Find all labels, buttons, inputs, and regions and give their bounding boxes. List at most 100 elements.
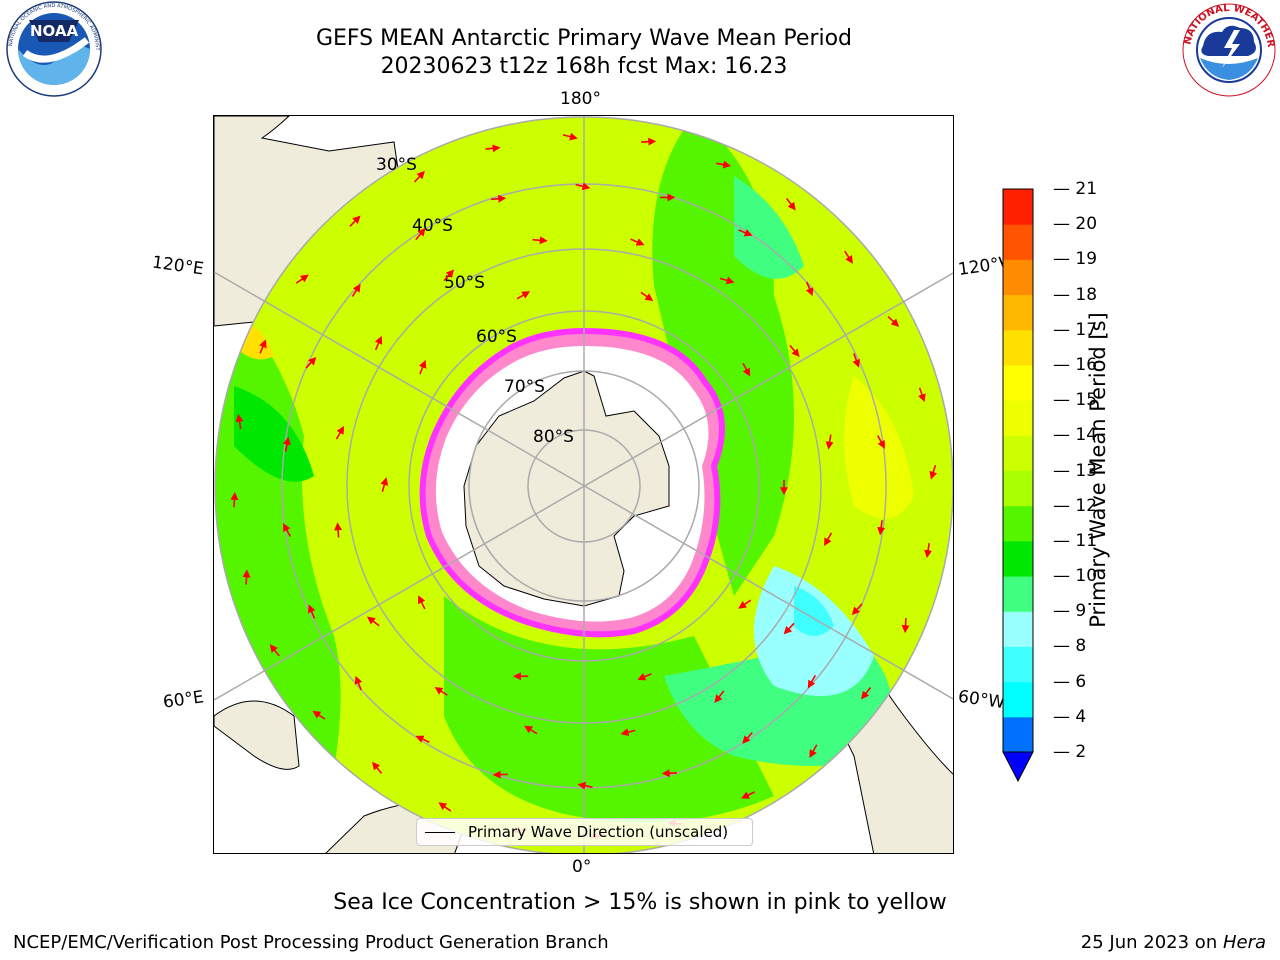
wave-arrow (785, 197, 796, 211)
wave-arrow (562, 132, 578, 141)
wave-arrow (714, 690, 725, 703)
wave-arrow (807, 674, 817, 689)
wave-arrow (418, 359, 427, 375)
wave-arrow (308, 604, 316, 619)
colorbar-segment (1003, 646, 1033, 683)
wave-arrow (641, 137, 657, 146)
madagascar (214, 700, 300, 770)
wave-arrow (516, 291, 531, 300)
wave-arrow (349, 215, 361, 227)
colorbar-tick-label: — 13 (1053, 460, 1098, 481)
wave-arrow (354, 675, 363, 691)
map-legend: Primary Wave Direction (unscaled) (416, 818, 753, 846)
lat-label-40s: 40°S (412, 216, 453, 236)
colorbar-tick-label: — 2 (1053, 742, 1087, 762)
lat-label-70s: 70°S (504, 377, 545, 397)
wave-arrow (918, 387, 926, 403)
colorbar-under-triangle (1002, 751, 1034, 783)
colorbar-tick-label: — 18 (1053, 284, 1098, 305)
colorbar-segment (1003, 716, 1033, 753)
credit-date: 25 Jun 2023 on Hera (1081, 932, 1266, 953)
wave-arrow (901, 618, 910, 634)
wave-arrow (524, 725, 538, 735)
wave-arrow (719, 276, 735, 285)
wave-arrow (413, 170, 425, 183)
colorbar (1002, 188, 1034, 783)
lat-label-30s: 30°S (376, 155, 417, 175)
colorbar-tick-label: — 16 (1053, 354, 1098, 375)
colorbar-tick-label: — 6 (1053, 671, 1087, 692)
wave-arrow (577, 781, 593, 790)
wave-arrow (305, 356, 317, 369)
lat-label-60s: 60°S (476, 327, 517, 347)
wave-arrow (438, 802, 452, 812)
antarctica (463, 370, 670, 607)
wave-arrow (887, 316, 900, 327)
wave-arrow (532, 236, 548, 245)
wave-arrow (825, 434, 834, 450)
chart-subtitle: 20230623 t12z 168h fcst Max: 16.23 (380, 54, 788, 79)
colorbar-segment (1003, 224, 1033, 260)
wave-arrow (491, 194, 507, 203)
wave-arrow (295, 274, 309, 284)
legend-label: Primary Wave Direction (unscaled) (468, 823, 729, 841)
wave-arrow (809, 744, 818, 759)
wave-arrow (434, 686, 448, 696)
lon-label-upper-left: 120°E (150, 252, 205, 280)
lon-label-bottom: 0° (572, 857, 592, 877)
wave-arrow (738, 599, 752, 609)
lon-label-lower-left: 60°E (161, 687, 206, 713)
wave-direction-arrows (230, 132, 938, 840)
colorbar-segment (1003, 259, 1033, 296)
colorbar-segment (1003, 435, 1033, 471)
wave-arrow (620, 728, 636, 737)
wave-arrow (924, 543, 933, 559)
colorbar-label: Primary Wave Mean Period [s] (1086, 312, 1110, 628)
wave-arrow (230, 491, 239, 508)
wave-arrow (351, 283, 361, 297)
field-region-south (444, 596, 774, 823)
colorbar-segment (1003, 294, 1033, 331)
wave-arrow (282, 436, 291, 452)
wave-arrow (575, 182, 591, 191)
colorbar-tick-label: — 4 (1053, 706, 1087, 727)
credit-branch: NCEP/EMC/Verification Post Processing Pr… (13, 932, 609, 953)
wave-arrow (485, 144, 501, 153)
wave-arrow (852, 353, 861, 368)
colorbar-tick-label: — 14 (1053, 425, 1098, 446)
noaa-logo-text: NOAA (30, 22, 79, 40)
wave-arrow (861, 687, 872, 700)
wave-arrow (242, 569, 251, 585)
wave-arrow (742, 731, 753, 744)
credit-host: Hera (1222, 932, 1266, 953)
colorbar-segment (1003, 400, 1033, 436)
wave-arrow (640, 291, 654, 302)
legend-line-swatch (425, 832, 455, 833)
noaa-logo: NOAA NATIONAL OCEANIC AND ATMOSPHERIC AD… (3, 0, 102, 97)
colorbar-tick-label: — 15 (1053, 390, 1098, 411)
nws-logo: NATIONAL WEATHER SERVICE (1178, 0, 1276, 97)
colorbar-tick-label: — 12 (1053, 495, 1098, 516)
lat-label-80s: 80°S (533, 427, 574, 447)
colorbar-segments (1003, 189, 1033, 753)
credit-date-text: 25 Jun 2023 on (1080, 932, 1223, 953)
colorbar-tick-label: — 8 (1053, 636, 1087, 657)
wave-arrow (929, 464, 938, 480)
colorbar-tick-label: — 19 (1053, 249, 1098, 270)
colorbar-segment (1003, 505, 1033, 542)
colorbar-segment (1003, 611, 1033, 647)
colorbar-tick-label: — 21 (1053, 179, 1098, 199)
wave-arrow (443, 269, 455, 282)
lon-label-top: 180° (560, 89, 601, 109)
wave-arrow (824, 532, 833, 547)
wave-arrow (851, 603, 863, 616)
wave-arrow (877, 520, 886, 536)
wave-arrow (789, 344, 800, 358)
colorbar-tick-label: — 20 (1053, 214, 1098, 235)
colorbar-segment (1003, 540, 1033, 577)
wave-arrow (259, 339, 267, 354)
wave-arrow (742, 362, 751, 377)
colorbar-outline (1002, 188, 1034, 753)
wave-arrow (374, 335, 383, 351)
wave-arrow (334, 522, 343, 538)
